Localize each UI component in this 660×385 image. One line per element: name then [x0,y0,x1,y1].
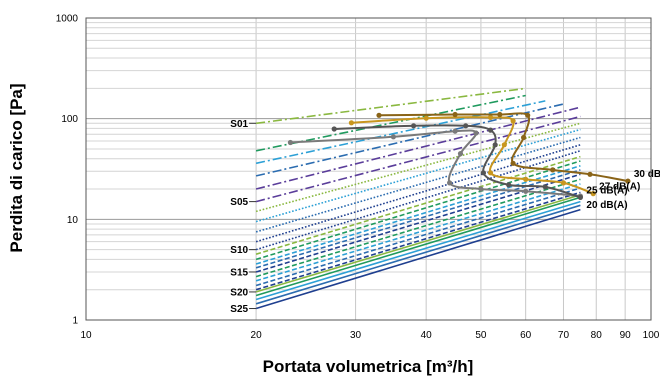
noise-curve-label: 30 dB(A) [634,169,660,180]
noise-point [452,111,458,118]
noise-point [510,160,516,166]
noise-point [506,182,512,188]
position-line [255,155,581,255]
position-line [255,200,581,301]
position-line [255,100,546,165]
position-line [255,87,526,125]
y-tick-label: 10 [67,215,79,226]
noise-point [348,120,354,126]
y-tick-label: 1000 [56,14,79,25]
noise-point [376,112,382,118]
position-line [255,165,581,265]
position-line [255,178,581,278]
position-label: S01 [230,119,248,130]
noise-point [510,118,516,124]
position-label: S15 [230,267,248,278]
position-line [255,103,564,177]
noise-point [487,114,494,120]
noise-point [478,186,484,192]
noise-point [457,151,464,157]
x-tick-label: 80 [591,330,603,341]
position-label: S10 [230,245,248,256]
position-line [255,191,581,291]
noise-point [390,134,396,140]
noise-curve-label: 20 dB(A) [586,200,627,211]
noise-point [452,128,458,134]
position-label: S20 [230,287,248,298]
y-tick-label: 1 [72,316,78,327]
noise-point [492,142,498,148]
position-line [255,187,581,287]
y-tick-label: 100 [61,114,78,125]
position-label: S25 [230,304,248,315]
noise-point [447,180,453,186]
x-tick-label: 20 [251,330,263,341]
noise-point [525,112,531,118]
position-line [255,94,526,152]
y-axis-title: Perdita di carico [Pa] [7,83,26,252]
x-tick-label: 90 [620,330,632,341]
noise-point [590,191,596,197]
position-line [255,183,581,282]
noise-point [577,194,584,200]
noise-point [550,167,556,173]
position-line [255,194,581,293]
noise-point [542,184,548,190]
x-tick-label: 50 [475,330,487,341]
labels: S01 S05 S10 S15 S20 S25 20 dB(A) 25 dB(A)27 dB(… [230,119,660,315]
noise-point [560,180,567,186]
x-tick-label: 10 [80,330,92,341]
noise-point [423,115,429,121]
x-tick-label: 30 [350,330,362,341]
noise-point [523,176,529,182]
noise-point [497,111,503,118]
x-tick-label: 70 [558,330,570,341]
x-tick-label: 100 [643,330,660,341]
noise-point [463,123,469,129]
noise-point [625,178,631,184]
noise-point [287,139,293,146]
noise-curve-label: 25 dB(A) [586,185,627,196]
noise-curves [287,111,631,200]
noise-point [487,127,494,133]
position-line [255,122,581,213]
position-line [255,106,581,190]
noise-point [411,123,417,129]
noise-point [501,142,507,148]
noise-point [487,170,494,176]
position-line [255,196,581,297]
x-axis-title: Portata volumetrica [m³/h] [263,357,474,376]
noise-point [521,134,527,141]
noise-point [587,171,593,177]
noise-point [473,130,479,136]
position-line [255,204,581,305]
noise-point [523,188,529,194]
noise-curve-label: 27 dB(A) [599,182,640,193]
noise-point [480,170,486,176]
position-label: S05 [230,197,248,208]
x-tick-label: 40 [421,330,433,341]
noise-point [331,126,337,132]
position-line [255,208,581,310]
plot-frame [85,17,652,321]
x-tick-label: 60 [520,330,532,341]
